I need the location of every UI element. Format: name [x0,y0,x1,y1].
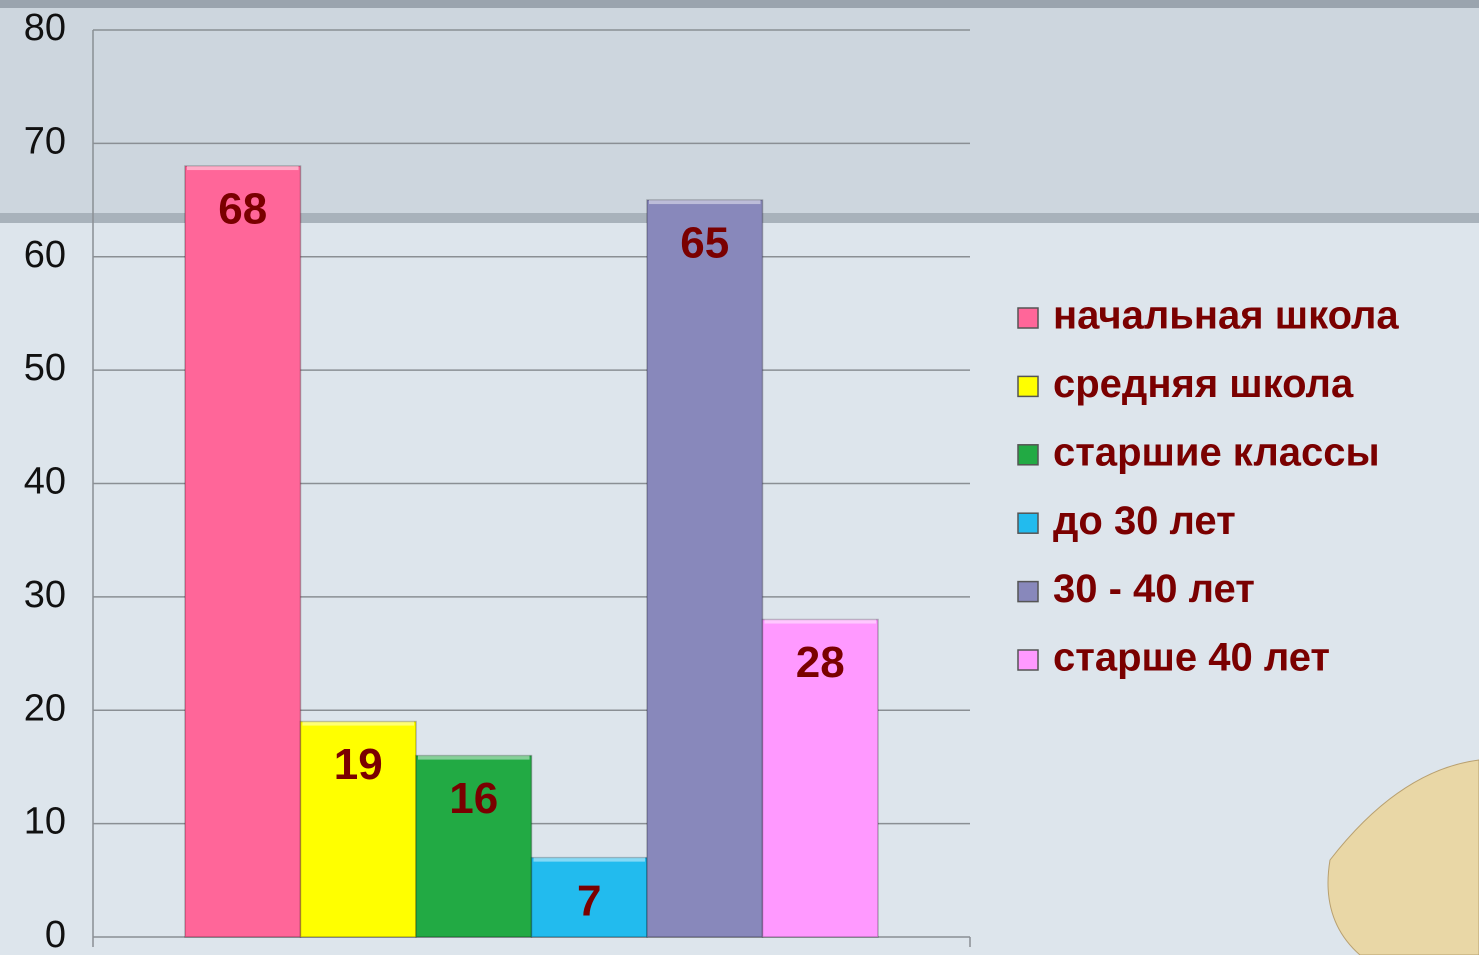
data-label: 68 [218,185,267,234]
legend-swatch [1018,445,1038,465]
y-tick-label: 40 [24,461,66,503]
data-label: 19 [334,740,383,789]
data-label: 28 [796,638,845,687]
y-tick-label: 60 [24,234,66,276]
chart: 0 10 20 30 40 50 60 70 80 68 19 16 7 65 28 начальная шк… [0,0,1479,955]
bar-highlight [765,620,877,624]
bar-highlight [649,200,761,204]
legend-label: средняя школа [1053,362,1354,406]
bar-highlight [418,756,530,760]
legend-label: до 30 лет [1053,499,1236,543]
bar-highlight [303,722,415,726]
bar [647,200,763,937]
y-tick-label: 80 [24,7,66,49]
legend-swatch [1018,513,1038,533]
y-tick-label: 10 [24,801,66,843]
legend-swatch [1018,376,1038,396]
data-label: 65 [680,219,729,268]
header-top-line [0,0,1479,8]
y-tick-label: 70 [24,120,66,162]
bar-highlight [534,858,646,862]
bar [185,166,301,937]
y-tick-label: 0 [45,914,66,955]
y-tick-label: 50 [24,347,66,389]
legend-swatch [1018,650,1038,670]
y-tick-label: 20 [24,687,66,729]
legend-swatch [1018,582,1038,602]
legend-label: начальная школа [1053,294,1399,338]
bar-highlight [187,166,299,170]
legend-label: старше 40 лет [1053,636,1330,680]
data-label: 7 [577,876,601,925]
legend-label: 30 - 40 лет [1053,567,1255,611]
legend-swatch [1018,308,1038,328]
y-tick-label: 30 [24,574,66,616]
data-label: 16 [449,774,498,823]
legend-label: старшие классы [1053,430,1380,474]
